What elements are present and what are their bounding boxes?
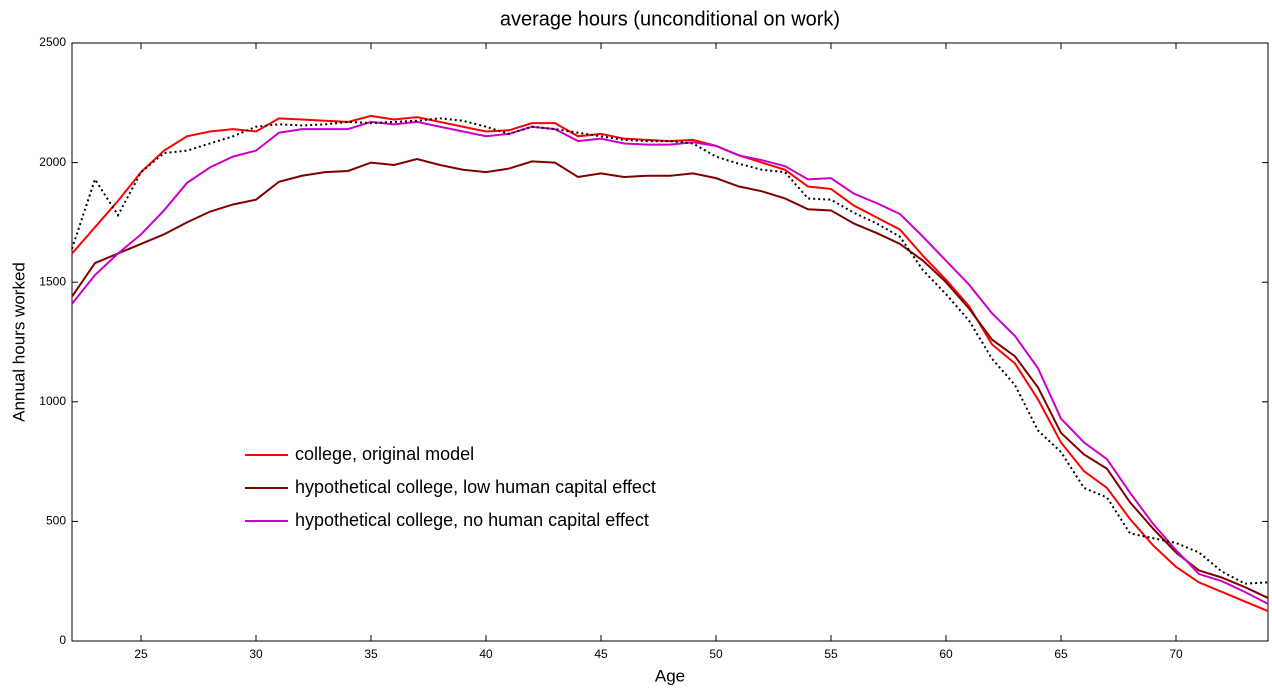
plot-frame [71, 42, 1269, 642]
x-tick-label: 30 [249, 647, 263, 661]
x-tick-label: 40 [479, 647, 493, 661]
x-tick-label: 55 [824, 647, 838, 661]
y-tick-label: 2500 [39, 35, 66, 49]
x-tick-label: 35 [364, 647, 378, 661]
y-tick-label: 500 [46, 514, 66, 528]
chart-title: average hours (unconditional on work) [500, 8, 840, 30]
series-line [71, 114, 1269, 613]
legend-label: college, original model [295, 444, 474, 464]
x-tick-label: 50 [709, 647, 723, 661]
y-tick-label: 1500 [39, 274, 66, 288]
series-line [71, 117, 1269, 585]
legend-label: hypothetical college, no human capital e… [295, 510, 649, 530]
series-line [71, 120, 1269, 605]
x-tick-label: 70 [1169, 647, 1183, 661]
x-tick-label: 25 [134, 647, 148, 661]
y-axis-label: Annual hours worked [9, 262, 28, 422]
x-tick-label: 45 [594, 647, 608, 661]
y-tick-label: 1000 [39, 394, 66, 408]
y-tick-label: 2000 [39, 155, 66, 169]
y-tick-label: 0 [59, 633, 66, 647]
series-line [71, 157, 1269, 599]
x-tick-label: 65 [1054, 647, 1068, 661]
legend-label: hypothetical college, low human capital … [295, 477, 656, 497]
x-axis-label: Age [655, 666, 685, 685]
x-tick-label: 60 [939, 647, 953, 661]
